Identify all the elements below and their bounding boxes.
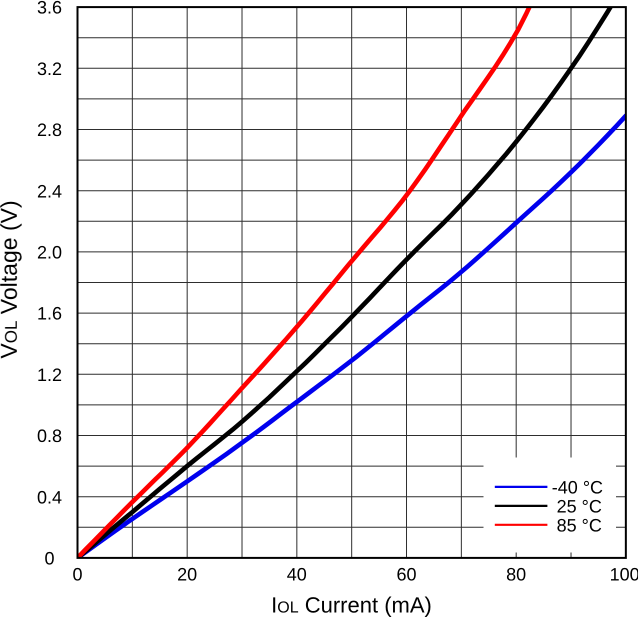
svg-text:2.4: 2.4 [37, 181, 62, 201]
svg-text:25 °C: 25 °C [557, 496, 602, 516]
svg-text:VOL Voltage (V): VOL Voltage (V) [0, 200, 22, 358]
svg-text:IOL Current (mA): IOL Current (mA) [271, 592, 432, 617]
svg-text:60: 60 [396, 565, 416, 585]
svg-text:3.2: 3.2 [37, 59, 62, 79]
svg-text:1.2: 1.2 [37, 365, 62, 385]
svg-text:0: 0 [44, 549, 54, 569]
svg-text:0: 0 [72, 565, 82, 585]
svg-text:0.4: 0.4 [37, 487, 62, 507]
svg-text:2.0: 2.0 [37, 243, 62, 263]
svg-text:80: 80 [506, 565, 526, 585]
svg-text:100: 100 [610, 565, 638, 585]
svg-text:85 °C: 85 °C [557, 515, 602, 535]
svg-text:1.6: 1.6 [37, 304, 62, 324]
svg-text:2.8: 2.8 [37, 120, 62, 140]
svg-text:0.8: 0.8 [37, 426, 62, 446]
svg-text:40: 40 [287, 565, 307, 585]
svg-text:-40 °C: -40 °C [552, 477, 603, 497]
svg-text:3.6: 3.6 [37, 0, 62, 18]
svg-text:20: 20 [177, 565, 197, 585]
